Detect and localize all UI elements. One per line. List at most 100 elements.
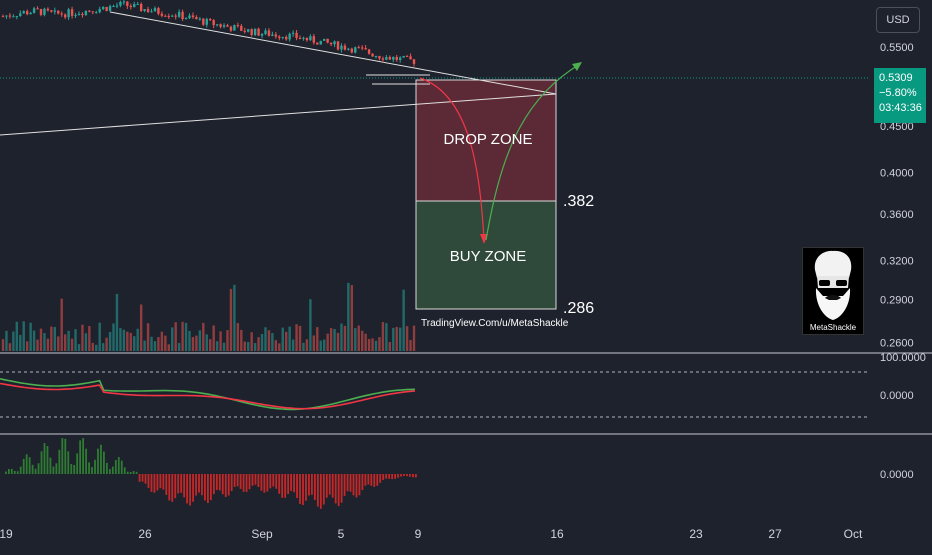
candle-body[interactable]: [278, 36, 281, 38]
candle-body[interactable]: [395, 56, 398, 60]
candle-body[interactable]: [101, 6, 105, 9]
drop-zone-box[interactable]: [416, 80, 556, 201]
candle-body[interactable]: [91, 11, 94, 13]
candle-body[interactable]: [288, 33, 291, 40]
candle-body[interactable]: [271, 34, 274, 36]
candle-body[interactable]: [347, 48, 350, 50]
candle-body[interactable]: [260, 33, 264, 36]
candle-body[interactable]: [405, 55, 409, 57]
candle-body[interactable]: [108, 6, 112, 11]
descending-trendline[interactable]: [109, 11, 557, 95]
candle-body[interactable]: [392, 56, 395, 60]
candle-body[interactable]: [164, 15, 167, 17]
candle-body[interactable]: [367, 49, 371, 54]
candle-body[interactable]: [139, 3, 143, 11]
candle-body[interactable]: [112, 6, 115, 8]
candle-body[interactable]: [343, 45, 347, 50]
candle-body[interactable]: [340, 45, 343, 50]
candle-body[interactable]: [316, 42, 319, 45]
candle-body[interactable]: [143, 9, 146, 11]
candle-body[interactable]: [236, 25, 240, 27]
candle-body[interactable]: [29, 12, 32, 15]
candle-body[interactable]: [105, 6, 108, 11]
candle-body[interactable]: [302, 37, 305, 39]
candle-body[interactable]: [253, 28, 257, 35]
candle-body[interactable]: [5, 15, 8, 17]
candle-body[interactable]: [95, 12, 98, 14]
rebound-projection-arrow[interactable]: [485, 63, 581, 241]
candle-body[interactable]: [222, 25, 226, 27]
candle-body[interactable]: [188, 15, 191, 19]
candle-body[interactable]: [74, 15, 77, 17]
candle-body[interactable]: [122, 1, 126, 3]
candle-body[interactable]: [43, 8, 46, 15]
candle-body[interactable]: [267, 30, 271, 36]
candle-body[interactable]: [412, 59, 416, 64]
candle-body[interactable]: [381, 58, 385, 60]
candle-body[interactable]: [77, 13, 81, 16]
candle-body[interactable]: [70, 9, 74, 16]
candle-body[interactable]: [53, 10, 57, 12]
candle-body[interactable]: [291, 32, 295, 34]
candle-body[interactable]: [326, 38, 329, 43]
candle-body[interactable]: [129, 5, 132, 8]
candle-body[interactable]: [240, 25, 243, 31]
candle-body[interactable]: [184, 18, 188, 20]
candle-body[interactable]: [398, 57, 402, 60]
candle-body[interactable]: [243, 30, 246, 32]
drop-projection-arrow[interactable]: [419, 77, 485, 241]
candle-body[interactable]: [354, 47, 357, 53]
candle-body[interactable]: [15, 16, 19, 18]
candle-body[interactable]: [88, 10, 91, 12]
candle-body[interactable]: [160, 13, 164, 16]
candle-body[interactable]: [19, 13, 22, 17]
candle-body[interactable]: [136, 3, 139, 5]
candle-body[interactable]: [195, 16, 198, 20]
candle-body[interactable]: [32, 8, 36, 13]
candle-body[interactable]: [8, 15, 12, 17]
candle-body[interactable]: [126, 1, 129, 6]
currency-button[interactable]: USD: [876, 7, 920, 33]
candle-body[interactable]: [98, 8, 101, 13]
candle-body[interactable]: [371, 53, 374, 57]
candle-body[interactable]: [146, 9, 150, 12]
candle-body[interactable]: [250, 29, 253, 35]
candle-body[interactable]: [219, 24, 222, 27]
candle-body[interactable]: [150, 11, 153, 13]
candle-body[interactable]: [229, 26, 233, 31]
candle-body[interactable]: [298, 37, 302, 39]
candle-body[interactable]: [285, 36, 288, 40]
candle-body[interactable]: [409, 56, 412, 60]
candle-body[interactable]: [60, 13, 63, 15]
candle-body[interactable]: [305, 37, 309, 41]
candle-body[interactable]: [119, 1, 122, 6]
candle-body[interactable]: [312, 36, 316, 43]
candle-body[interactable]: [36, 8, 39, 10]
candle-body[interactable]: [167, 15, 170, 17]
candle-body[interactable]: [264, 30, 267, 34]
candle-body[interactable]: [323, 38, 326, 41]
price-axis[interactable]: 0.5500 0.4500 0.4000 0.3600 0.3200 0.2900 0.26…: [880, 42, 914, 349]
candle-body[interactable]: [181, 11, 184, 20]
candle-body[interactable]: [209, 19, 212, 21]
candle-body[interactable]: [329, 42, 333, 45]
candle-body[interactable]: [133, 4, 136, 8]
buy-zone-box[interactable]: [416, 201, 556, 309]
candle-body[interactable]: [215, 24, 219, 26]
candle-body[interactable]: [374, 56, 378, 58]
candle-body[interactable]: [63, 14, 67, 18]
candle-body[interactable]: [385, 57, 388, 60]
candle-body[interactable]: [191, 15, 195, 17]
candle-body[interactable]: [153, 8, 157, 12]
candle-body[interactable]: [84, 10, 88, 16]
candle-body[interactable]: [202, 18, 205, 25]
candlestick-series[interactable]: [1, 0, 416, 67]
candle-body[interactable]: [57, 10, 60, 14]
candle-body[interactable]: [226, 25, 229, 27]
candle-body[interactable]: [212, 20, 215, 26]
candle-body[interactable]: [177, 11, 181, 17]
candle-body[interactable]: [309, 36, 312, 41]
candle-body[interactable]: [247, 29, 250, 32]
